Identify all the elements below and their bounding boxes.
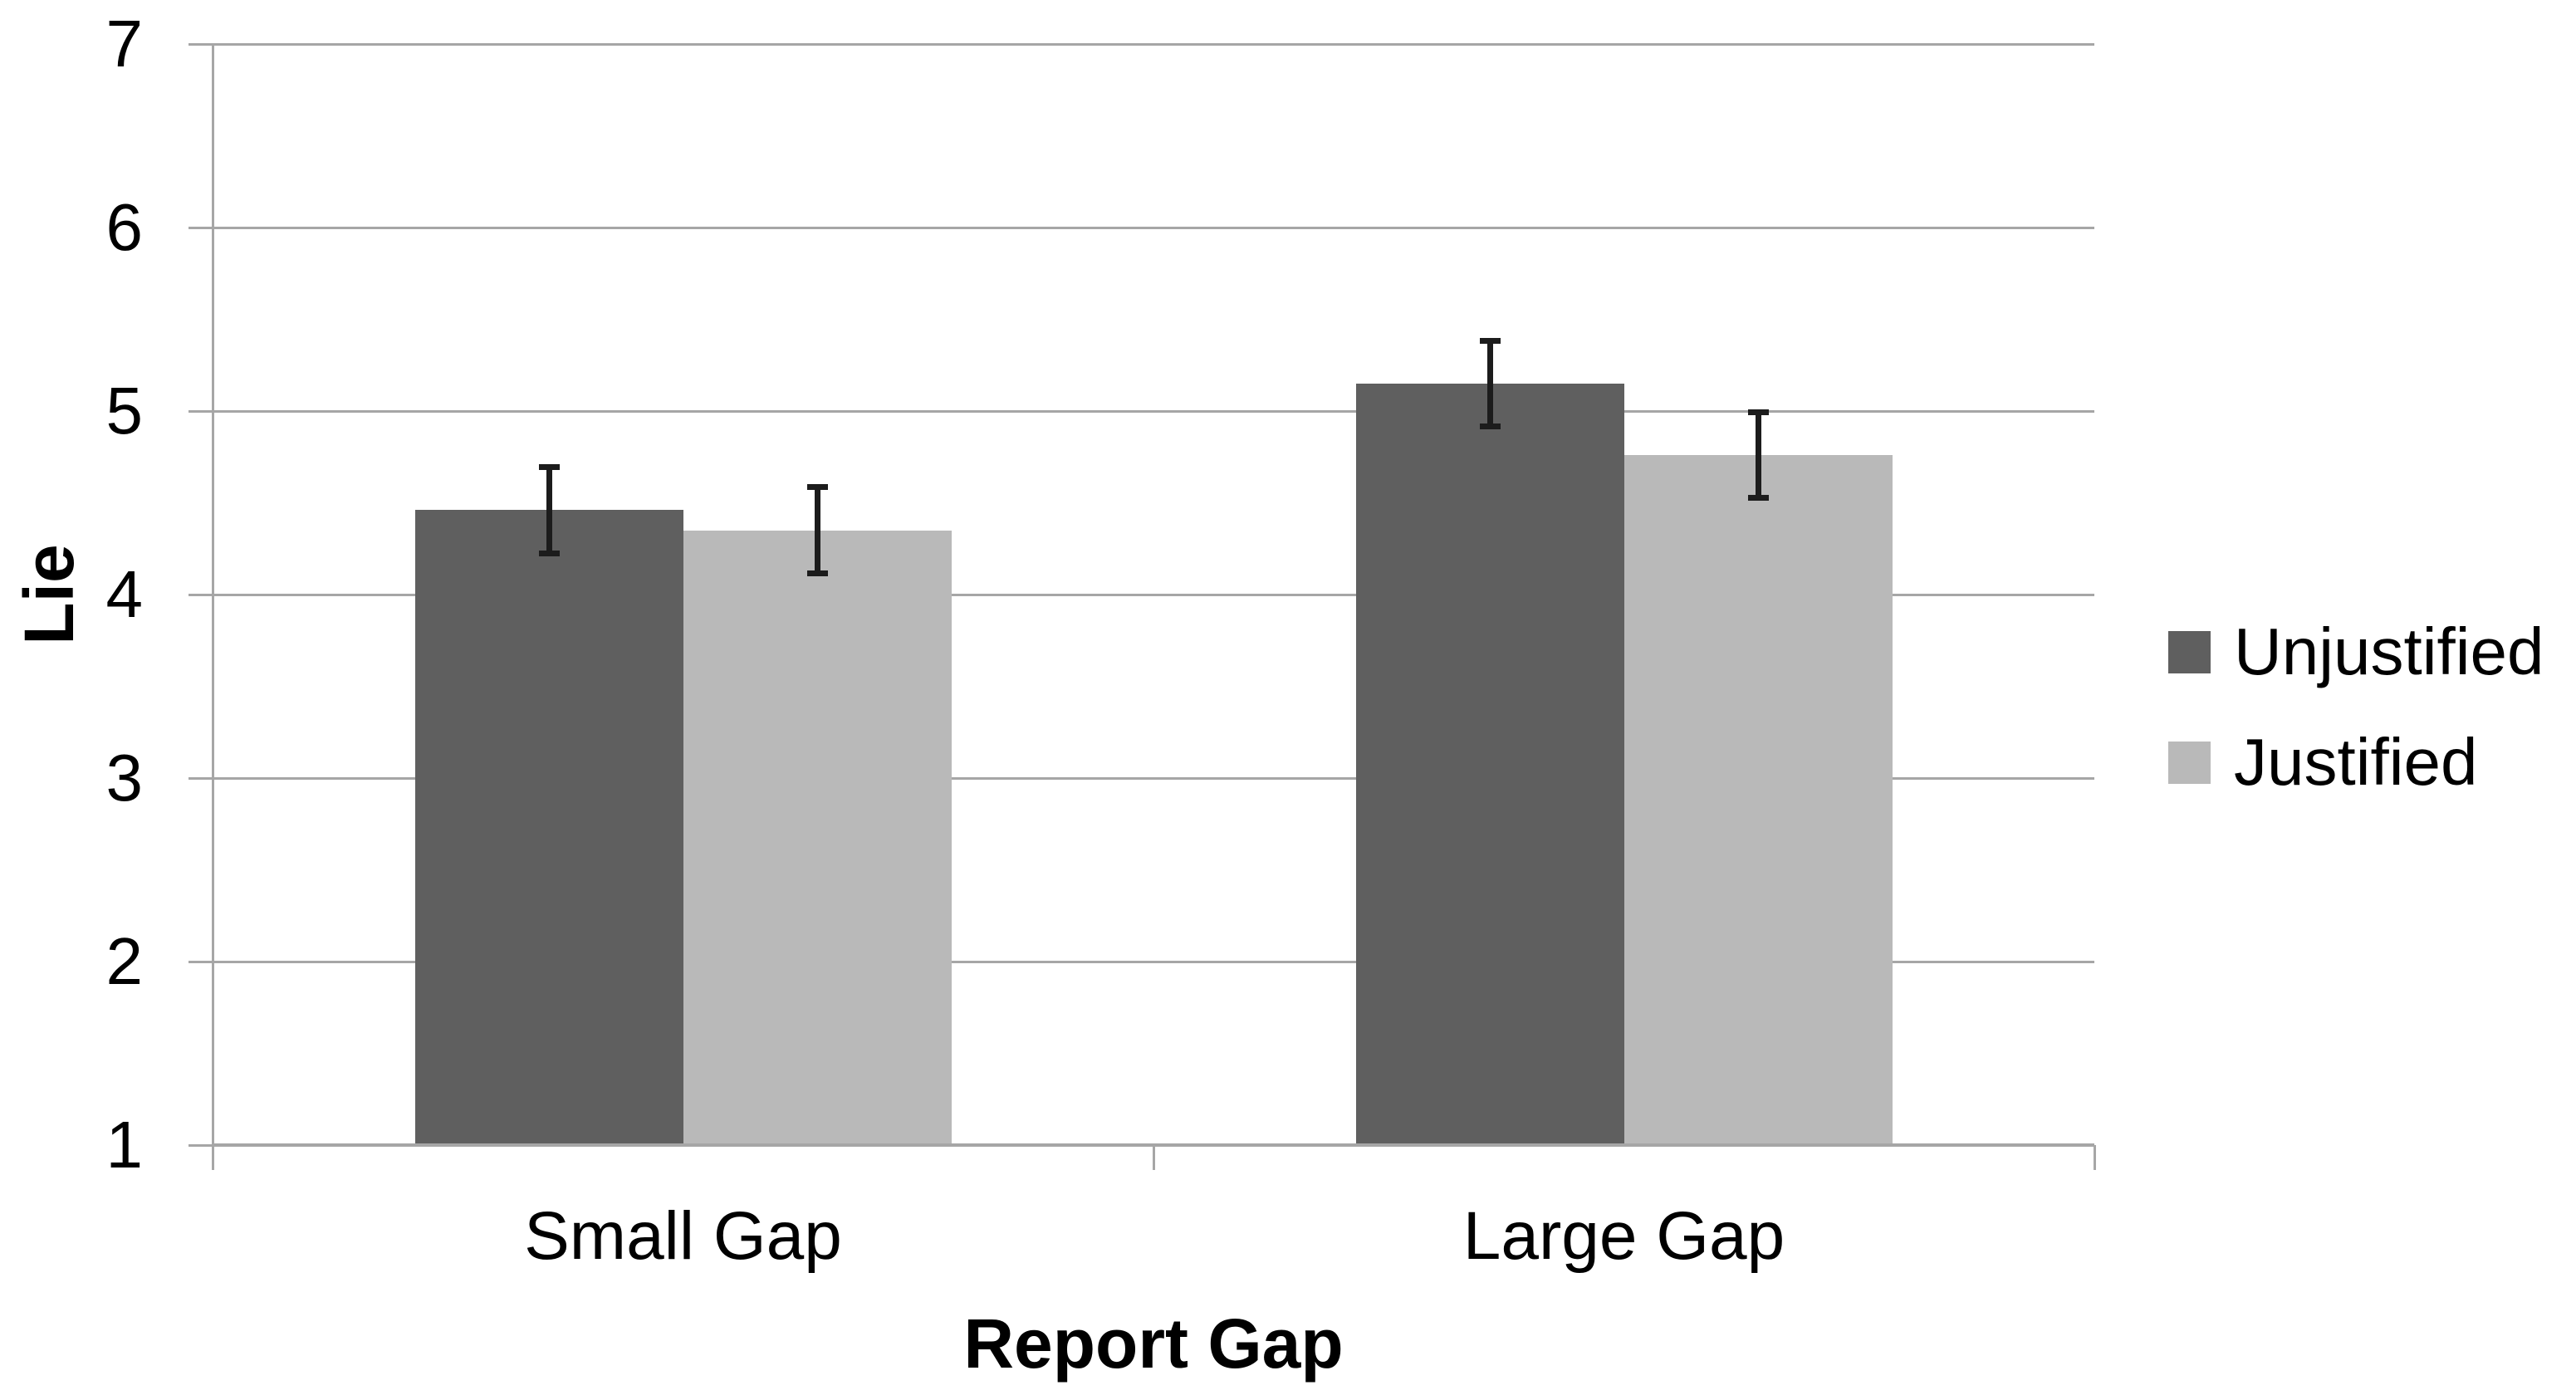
x-axis-line (213, 1143, 2094, 1147)
gridline-y-5 (213, 409, 2094, 413)
x-tick-mark-1 (1152, 1145, 1155, 1170)
gridline-y-4 (213, 593, 2094, 596)
gridline-y-6 (213, 226, 2094, 229)
error-bar-line (1486, 337, 1493, 430)
error-bar-cap-top (1747, 409, 1769, 415)
gridline-y-7 (213, 42, 2094, 46)
bar-justified-large-gap (1623, 455, 1893, 1145)
y-tick-mark-4 (189, 593, 213, 596)
error-bar-unjustified-small-gap (538, 464, 560, 556)
bar-justified-small-gap (683, 530, 952, 1145)
y-tick-mark-2 (189, 960, 213, 963)
x-tick-mark-2 (2093, 1145, 2096, 1170)
y-tick-mark-1 (189, 1143, 213, 1147)
legend-label-justified: Justified (2234, 725, 2478, 799)
error-bar-cap-bottom (1479, 423, 1501, 430)
error-bar-justified-small-gap (806, 484, 828, 576)
error-bar-cap-top (1479, 337, 1501, 344)
x-axis-title: Report Gap (963, 1305, 1344, 1383)
error-bar-cap-bottom (1747, 495, 1769, 502)
y-tick-mark-6 (189, 226, 213, 229)
x-category-label-large-gap: Large Gap (1462, 1198, 1785, 1274)
y-tick-label-6: 6 (105, 190, 144, 264)
legend-label-unjustified: Unjustified (2234, 614, 2544, 688)
y-tick-label-7: 7 (105, 7, 144, 81)
y-axis-line (211, 44, 214, 1170)
legend-swatch-unjustified (2168, 631, 2211, 673)
error-bar-unjustified-large-gap (1479, 337, 1501, 430)
error-bar-line (546, 464, 552, 556)
error-bar-justified-large-gap (1747, 409, 1769, 502)
error-bar-cap-top (538, 464, 560, 471)
error-bar-cap-bottom (538, 550, 560, 556)
error-bar-line (814, 484, 820, 576)
error-bar-cap-top (806, 484, 828, 491)
y-tick-label-2: 2 (105, 924, 144, 998)
bar-unjustified-large-gap (1355, 383, 1624, 1145)
error-bar-cap-bottom (806, 570, 828, 576)
x-category-label-small-gap: Small Gap (524, 1198, 842, 1274)
bar-unjustified-small-gap (414, 510, 683, 1145)
gridline-y-2 (213, 960, 2094, 963)
y-tick-label-1: 1 (105, 1108, 144, 1182)
gridline-y-3 (213, 776, 2094, 780)
y-tick-mark-5 (189, 409, 213, 413)
y-tick-label-4: 4 (105, 557, 144, 631)
y-tick-mark-7 (189, 42, 213, 46)
y-tick-label-5: 5 (105, 374, 144, 448)
error-bar-line (1755, 409, 1761, 502)
legend-swatch-justified (2168, 742, 2211, 784)
y-tick-label-3: 3 (105, 741, 144, 815)
y-tick-mark-3 (189, 776, 213, 780)
